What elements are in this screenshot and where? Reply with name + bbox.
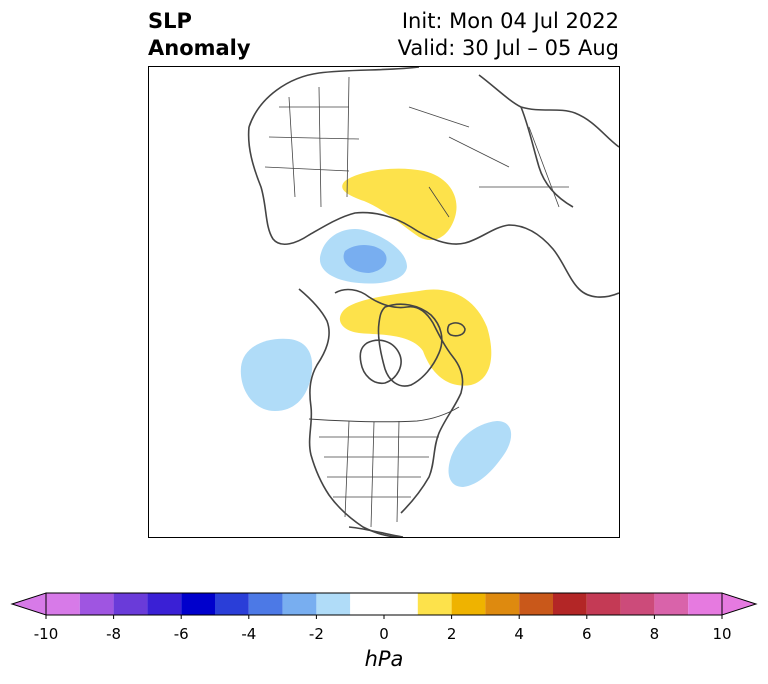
colorbar-bin: [46, 593, 80, 615]
coastline-iceland: [446, 322, 466, 337]
borders-europe: [264, 76, 360, 208]
anomaly-beaufort-negative-core: [343, 245, 387, 273]
colorbar-extend-high: [721, 592, 758, 616]
borders-asia: [408, 106, 569, 218]
anomaly-greenland-positive: [339, 289, 492, 386]
colorbar-bin: [485, 593, 520, 615]
coastlines: [247, 67, 619, 537]
colorbar-bin: [79, 593, 114, 615]
colorbar-tick-label: -8: [106, 625, 122, 643]
colorbar-bin: [688, 593, 722, 615]
coastline-central-america: [348, 526, 404, 537]
anomaly-fields: [240, 168, 512, 487]
colorbar-bin: [316, 593, 351, 615]
colorbar-tick-label: -10: [33, 625, 59, 643]
colorbar-tick-label: -4: [241, 625, 257, 643]
colorbar-bin: [181, 593, 215, 615]
polar-map: [240, 67, 619, 537]
anomaly-north-pacific-negative: [240, 338, 313, 411]
colorbar-graphic: [10, 592, 758, 619]
colorbar-extend-low: [10, 592, 47, 616]
map-panel: [148, 66, 620, 538]
coastline-east-asia: [478, 74, 619, 208]
valid-range: Valid: 30 Jul – 05 Aug: [397, 36, 619, 60]
colorbar-tick-label: 6: [582, 625, 592, 643]
title-variable: SLP: [148, 9, 192, 33]
colorbar-bin: [113, 593, 148, 615]
coastline-eurasia: [247, 67, 619, 298]
colorbar-tick-label: -6: [173, 625, 189, 643]
colorbar-tick-label: 8: [649, 625, 660, 643]
colorbar-bin: [215, 593, 249, 615]
colorbar-bin: [282, 593, 317, 615]
coastline-hudson-bay: [359, 339, 402, 385]
colorbar-bin: [620, 593, 655, 615]
title-right: Init: Mon 04 Jul 2022 Valid: 30 Jul – 05…: [398, 8, 619, 62]
init-date: Init: Mon 04 Jul 2022: [401, 9, 619, 33]
colorbar-tick-label: 2: [446, 625, 457, 643]
colorbar-tick-label: -2: [308, 625, 324, 643]
colorbar-bin: [586, 593, 621, 615]
anomaly-siberia-positive: [342, 168, 457, 241]
colorbar-tick-label: 10: [712, 625, 732, 643]
title-left: SLP Anomaly: [148, 8, 251, 62]
coastline-alaska: [298, 288, 400, 537]
colorbar-bin: [248, 593, 283, 615]
colorbar-bin: [451, 593, 486, 615]
colorbar-bin: [147, 593, 182, 615]
title-type: Anomaly: [148, 36, 251, 60]
colorbar-bin: [350, 593, 418, 615]
colorbar-bin: [519, 593, 553, 615]
borders-us-states: [319, 420, 439, 528]
colorbar-unit: hPa: [364, 647, 404, 671]
colorbar-bin: [654, 593, 689, 615]
coastline-greenland: [377, 303, 443, 387]
coastline-canada-arctic: [334, 288, 464, 514]
colorbar-tick-label: 0: [379, 625, 389, 643]
anomaly-north-atlantic-negative: [448, 421, 512, 487]
colorbar-bin: [553, 593, 587, 615]
colorbar: -10 -8 -6 -4 -2 0 2 4 6 8 10 hPa: [0, 585, 768, 684]
border-us-canada: [308, 406, 460, 423]
colorbar-bin: [417, 593, 452, 615]
colorbar-tick-label: 4: [514, 625, 524, 643]
